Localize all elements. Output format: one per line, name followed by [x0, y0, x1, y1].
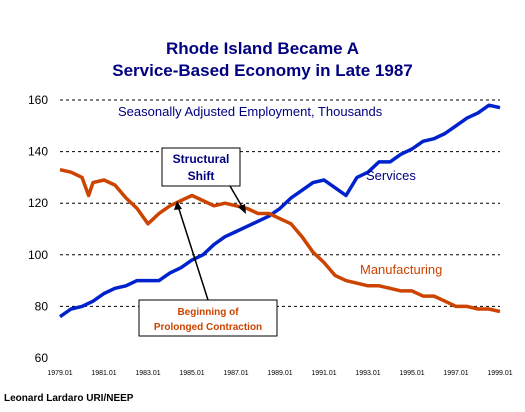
- y-tick-label: 140: [28, 145, 48, 159]
- units-annotation: Seasonally Adjusted Employment, Thousand…: [118, 104, 383, 119]
- contraction-arrow: [177, 205, 209, 301]
- x-tick-label: 1995.01: [399, 370, 424, 377]
- series-label-services: Services: [366, 168, 416, 183]
- x-tick-label: 1987.01: [223, 370, 248, 377]
- x-axis-ticks: 1979.01 1981.01 1983.01 1985.01 1987.01 1989.…: [47, 370, 512, 377]
- gridlines: [60, 99, 500, 307]
- x-tick-label: 1985.01: [179, 370, 204, 377]
- footer-credit: Leonard Lardaro URI/NEEP: [4, 393, 134, 404]
- x-tick-label: 1983.01: [135, 370, 160, 377]
- shift-arrowhead: [238, 204, 246, 214]
- y-tick-label: 160: [28, 93, 48, 107]
- y-axis-ticks: 60 80 100 120 140 160: [28, 93, 48, 365]
- contraction-arrowhead: [174, 201, 182, 210]
- series-line-services: [58, 103, 501, 319]
- x-tick-label: 1979.01: [47, 370, 72, 377]
- y-tick-label: 60: [35, 351, 49, 365]
- contraction-callout-line1: Beginning of: [177, 307, 239, 318]
- contraction-callout-box: [138, 299, 278, 337]
- contraction-callout-line2: Prolonged Contraction: [154, 322, 262, 333]
- chart-title: Rhode Island Became A: [165, 39, 360, 58]
- y-tick-label: 100: [28, 248, 48, 262]
- x-tick-label: 1997.01: [443, 370, 468, 377]
- y-tick-label: 80: [35, 299, 49, 313]
- series-line-manufacturing: [59, 167, 501, 314]
- x-tick-label: 1981.01: [91, 370, 116, 377]
- series-label-manufacturing: Manufacturing: [360, 262, 442, 277]
- shift-callout-line2: Shift: [188, 169, 215, 183]
- shift-callout-line1: Structural: [173, 152, 230, 166]
- chart-subtitle: Service-Based Economy in Late 1987: [112, 61, 413, 80]
- x-tick-label: 1999.01: [487, 370, 512, 377]
- x-tick-label: 1991.01: [311, 370, 336, 377]
- series-lines: [58, 103, 501, 319]
- x-tick-label: 1993.01: [355, 370, 380, 377]
- y-tick-label: 120: [28, 196, 48, 210]
- x-tick-label: 1989.01: [267, 370, 292, 377]
- shift-callout-box: [161, 147, 241, 187]
